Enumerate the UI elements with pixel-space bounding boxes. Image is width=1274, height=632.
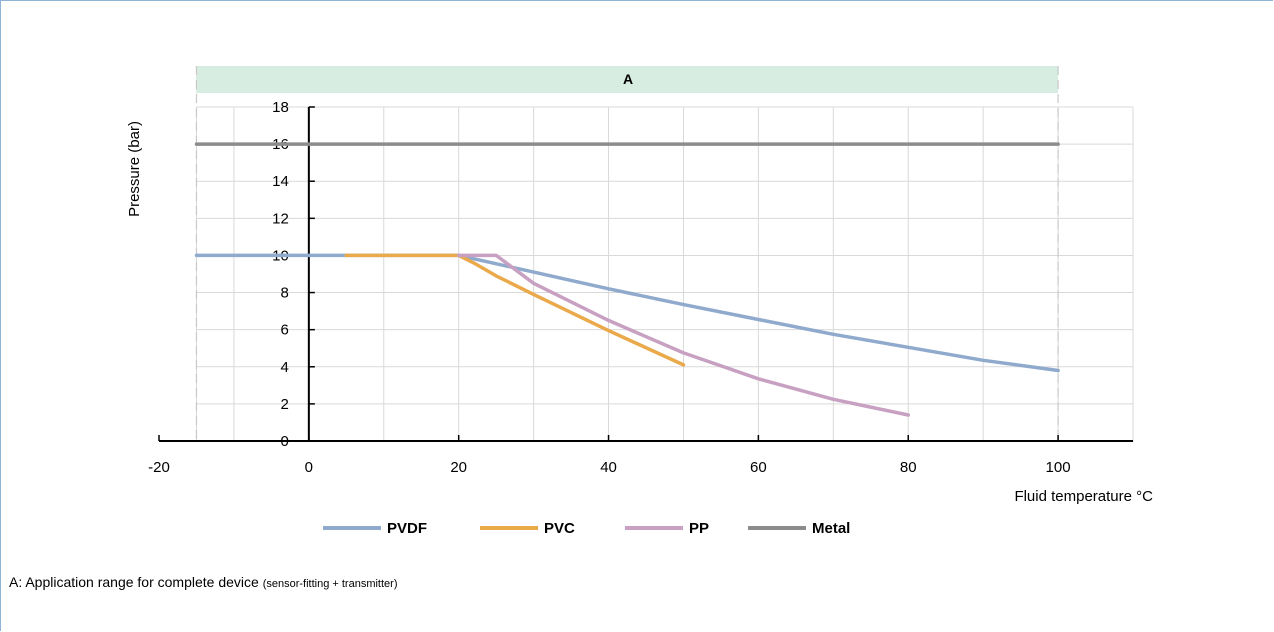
x-tick-label: 0	[305, 459, 313, 476]
legend-label: Metal	[812, 520, 850, 537]
y-tick-label: 8	[281, 285, 289, 302]
footnote-detail: (sensor-fitting + transmitter)	[263, 578, 398, 590]
y-tick-label: 4	[281, 359, 289, 376]
axes	[159, 107, 1133, 441]
x-tick-label: 80	[900, 459, 917, 476]
legend-label: PP	[689, 520, 709, 537]
y-tick-label: 14	[272, 173, 289, 190]
footnote-main: A: Application range for complete device	[9, 574, 263, 590]
legend-item-pvdf: PVDF	[323, 514, 427, 542]
legend: PVDF PVC PP Metal	[0, 514, 1274, 542]
x-tick-label: 20	[450, 459, 467, 476]
grid	[196, 107, 1133, 441]
x-tick-label: 40	[600, 459, 617, 476]
x-tick-label: 60	[750, 459, 767, 476]
y-tick-label: 2	[281, 396, 289, 413]
y-tick-label: 12	[272, 210, 289, 227]
legend-swatch	[323, 526, 381, 530]
legend-item-pp: PP	[625, 514, 709, 542]
band-boundary-lines	[196, 66, 1058, 441]
legend-item-pvc: PVC	[480, 514, 575, 542]
x-axis-label: Fluid temperature °C	[1014, 488, 1153, 505]
footnote: A: Application range for complete device…	[9, 574, 398, 590]
series-lines	[197, 144, 1059, 415]
legend-swatch	[480, 526, 538, 530]
x-tick-labels: -20 0 20 40 60 80 100	[148, 459, 1070, 476]
legend-swatch	[625, 526, 683, 530]
legend-item-metal: Metal	[748, 514, 850, 542]
legend-label: PVDF	[387, 520, 427, 537]
x-tick-label: -20	[148, 459, 170, 476]
y-tick-label: 0	[281, 433, 289, 450]
legend-label: PVC	[544, 520, 575, 537]
application-range-label: A	[623, 71, 633, 87]
y-tick-label: 18	[272, 99, 289, 116]
series-line-pvc	[346, 255, 683, 365]
y-axis-label: Pressure (bar)	[126, 121, 143, 217]
legend-swatch	[748, 526, 806, 530]
series-line-pvdf	[197, 255, 1059, 370]
x-tick-label: 100	[1046, 459, 1071, 476]
y-tick-label: 6	[281, 322, 289, 339]
